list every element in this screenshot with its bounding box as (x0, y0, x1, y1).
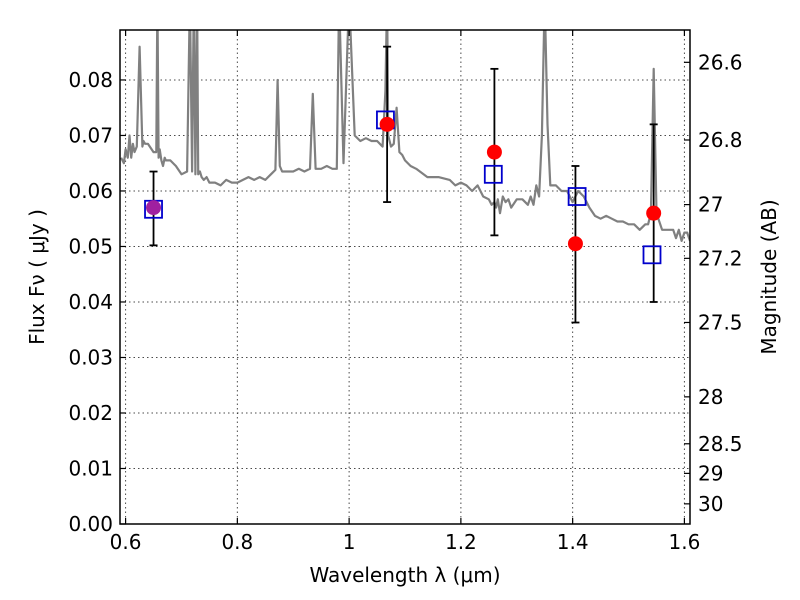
magnitude-tick-label: 28 (698, 385, 723, 409)
y-tick-label: 0.08 (68, 68, 113, 92)
observed-points (146, 116, 662, 252)
model-point-square (483, 164, 503, 184)
x-axis-title: Wavelength λ (μm) (309, 563, 500, 587)
y-tick-label: 0.01 (68, 456, 113, 480)
model-point-square (567, 187, 587, 206)
axis-ticks: 0.6 0.8 1 1.2 1.4 1.6 0.00 0.01 0.02 0.03 0.04 0.05… (68, 30, 743, 554)
y-tick-label: 0.04 (68, 290, 113, 314)
x-tick-label: 1.2 (445, 530, 477, 554)
x-tick-label: 1.6 (669, 530, 701, 554)
y-tick-label: 0.06 (68, 179, 113, 203)
model-spectrum-line (120, 30, 690, 242)
observed-point-circle (567, 236, 583, 252)
magnitude-tick-label: 30 (698, 492, 723, 516)
x-tick-label: 0.6 (110, 530, 142, 554)
y-tick-label: 0.00 (68, 512, 113, 536)
magnitude-tick-label: 27 (698, 193, 723, 217)
error-bars (149, 45, 658, 324)
y-axis-title: Flux Fν ( μJy ) (25, 209, 49, 345)
grid-lines (120, 30, 690, 525)
y-tick-label: 0.03 (68, 345, 113, 369)
y-tick-label: 0.05 (68, 234, 113, 258)
model-spectrum (120, 30, 690, 242)
model-point-square (642, 245, 662, 265)
observed-point-circle (486, 144, 502, 160)
magnitude-tick-label: 26.6 (698, 50, 743, 74)
magnitude-tick-label: 27.2 (698, 246, 743, 270)
magnitude-tick-label: 26.8 (698, 128, 743, 152)
x-tick-label: 1.4 (557, 530, 589, 554)
y-tick-label: 0.07 (68, 123, 113, 147)
y-tick-label: 0.02 (68, 401, 113, 425)
magnitude-tick-label: 27.5 (698, 310, 743, 334)
plot-frame (119, 29, 691, 525)
x-tick-label: 1 (343, 530, 356, 554)
x-tick-label: 0.8 (221, 530, 253, 554)
magnitude-axis-title: Magnitude (AB) (757, 199, 781, 354)
model-points (144, 110, 662, 265)
observed-point-circle (646, 205, 662, 221)
magnitude-tick-label: 28.5 (698, 432, 743, 456)
magnitude-tick-label: 29 (698, 461, 723, 485)
observed-point-circle (146, 200, 162, 216)
observed-point-circle (379, 116, 395, 132)
